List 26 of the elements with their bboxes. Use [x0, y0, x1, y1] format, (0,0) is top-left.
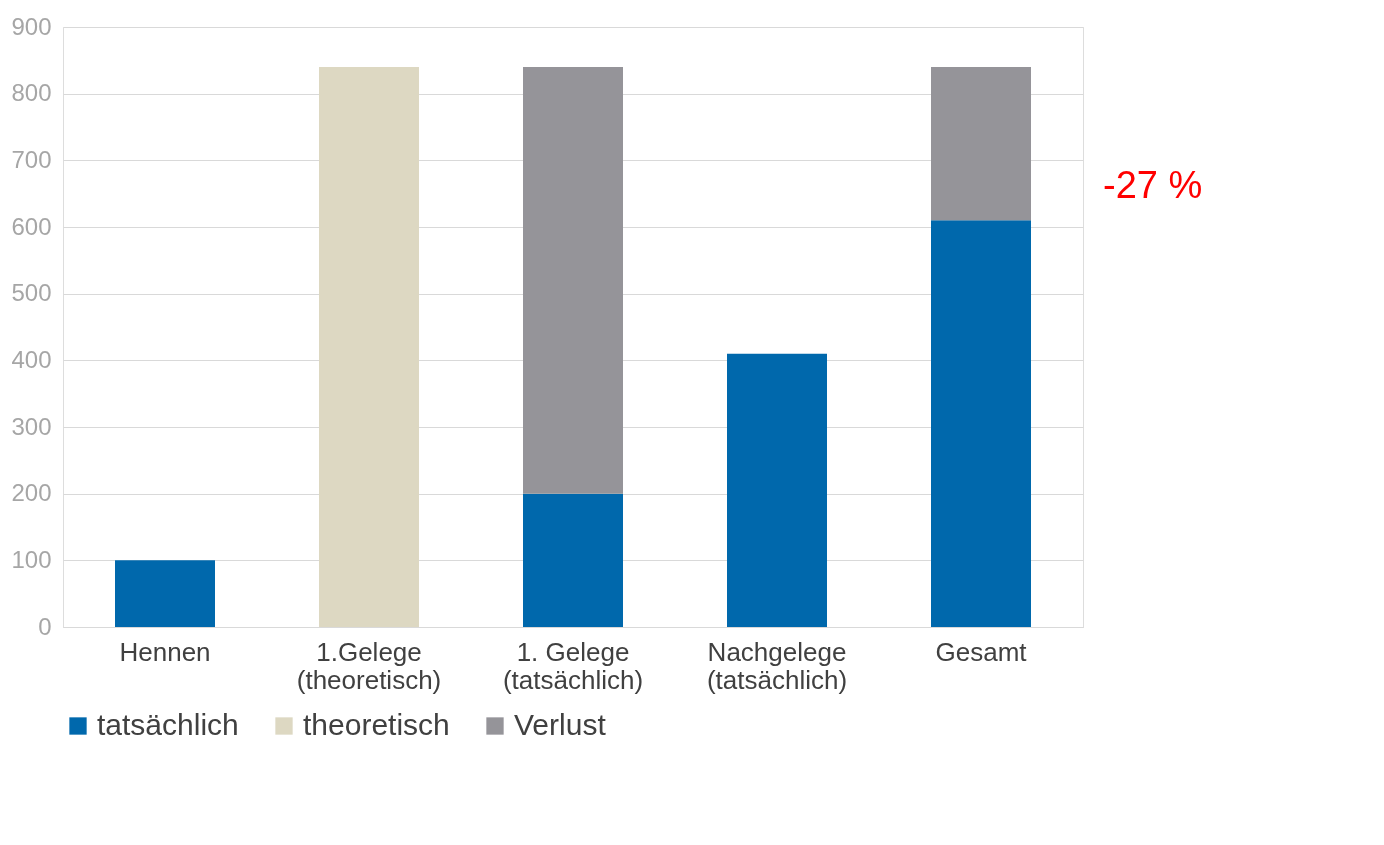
- bar: [319, 67, 419, 627]
- bar: [523, 493, 623, 627]
- legend-label: tatsächlich: [97, 708, 239, 741]
- x-tick-label: 1. Gelege (tatsächlich): [502, 636, 644, 695]
- y-tick-label: 100: [11, 545, 52, 573]
- y-tick-label: 400: [11, 345, 52, 373]
- x-tick-label: 1.Gelege (theoretisch): [296, 636, 442, 695]
- y-tick-label: 0: [38, 612, 52, 640]
- bar: [931, 220, 1031, 627]
- y-tick-label: 500: [11, 279, 52, 307]
- y-tick-label: 700: [11, 145, 52, 173]
- legend-label: theoretisch: [303, 708, 450, 741]
- bar: [931, 67, 1031, 221]
- y-tick-label: 200: [11, 479, 52, 507]
- text: -27 %: [1103, 164, 1203, 206]
- y-tick-label: 900: [11, 12, 52, 40]
- x-tick-label: Gesamt: [935, 636, 1028, 667]
- x-tick-label: Hennen: [119, 636, 211, 667]
- y-tick-label: 600: [11, 212, 52, 240]
- x-tick-label: Nachgelege (tatsächlich): [706, 636, 848, 695]
- bar: [115, 560, 215, 627]
- legend-label: Verlust: [514, 708, 607, 741]
- y-tick-label: 300: [11, 412, 52, 440]
- bar: [727, 353, 827, 627]
- bar: [523, 67, 623, 494]
- y-tick-label: 800: [11, 79, 52, 107]
